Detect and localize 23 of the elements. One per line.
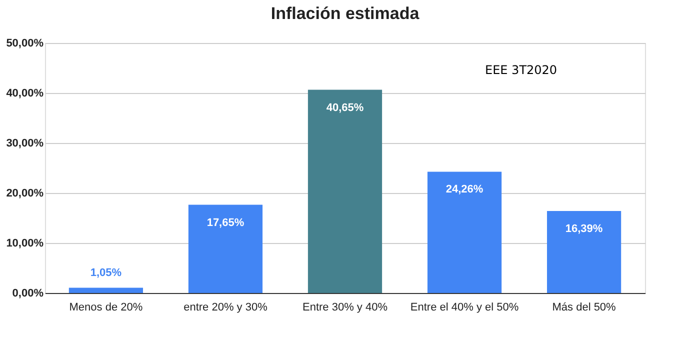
x-tick-label: Menos de 20% — [69, 302, 143, 314]
x-tick-label: Más del 50% — [552, 302, 616, 314]
annotation: EEE 3T2020 — [485, 63, 558, 77]
data-label: 17,65% — [206, 216, 244, 229]
data-label: 40,65% — [326, 102, 364, 114]
x-tick-label: Entre 30% y 40% — [302, 302, 388, 314]
bar — [68, 288, 144, 293]
y-tick-label: 20,00% — [6, 188, 44, 200]
bar — [427, 172, 502, 293]
bar — [308, 90, 382, 293]
data-label: 1,05% — [90, 266, 122, 279]
x-tick-label: Entre el 40% y el 50% — [410, 302, 519, 314]
data-label: 16,39% — [565, 223, 603, 236]
bar — [546, 211, 622, 293]
x-tick-label: entre 20% y 30% — [184, 302, 268, 314]
y-tick-label: 10,00% — [6, 238, 44, 250]
y-tick-label: 50,00% — [6, 38, 44, 50]
y-tick-label: 30,00% — [6, 138, 44, 150]
chart-title: Inflación estimada — [270, 4, 420, 23]
bar — [188, 204, 263, 293]
y-tick-label: 0,00% — [12, 288, 44, 300]
y-tick-label: 40,00% — [6, 88, 44, 100]
data-label: 24,26% — [446, 184, 484, 196]
